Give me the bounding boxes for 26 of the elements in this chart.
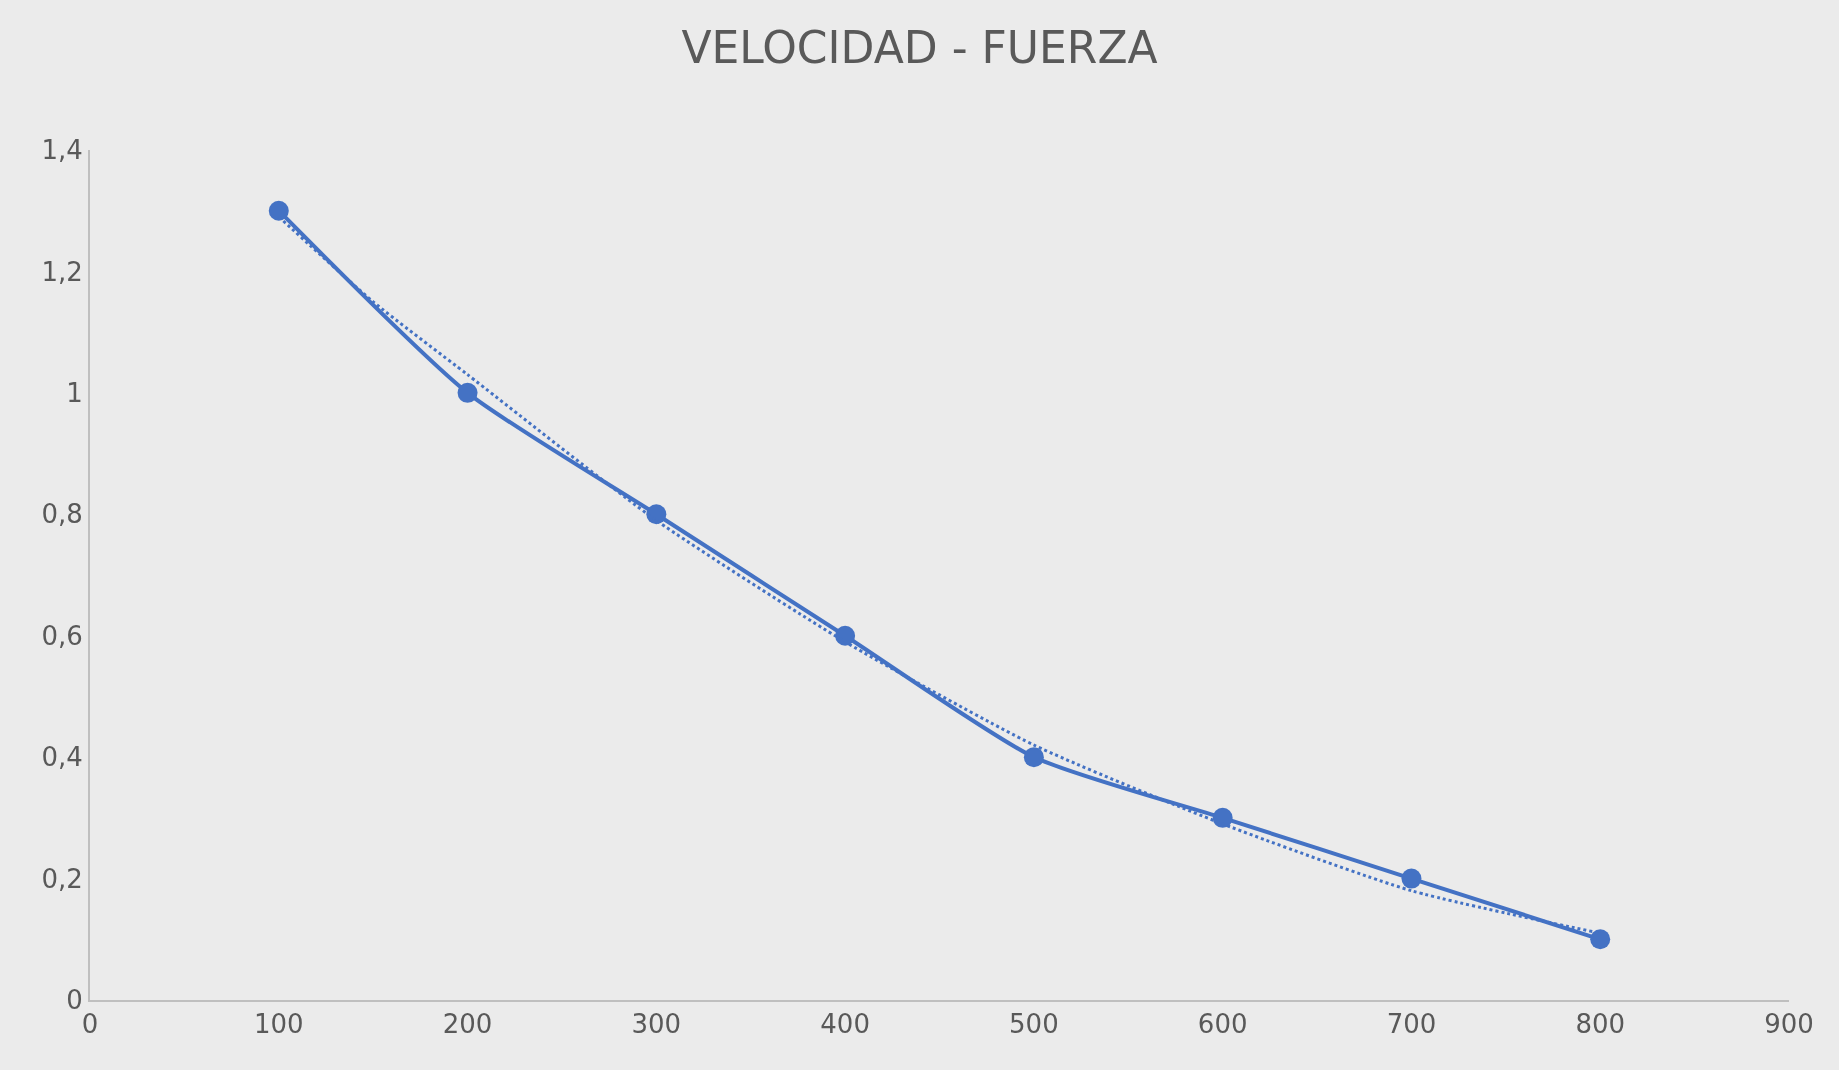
y-tick-label: 0,6 (41, 620, 83, 651)
y-tick-label: 0,4 (41, 742, 83, 773)
x-tick-label: 700 (1386, 1009, 1437, 1040)
y-tick-label: 1,4 (41, 135, 83, 166)
x-tick-label: 200 (442, 1009, 493, 1040)
x-tick-label: 300 (631, 1009, 682, 1040)
x-tick-label: 400 (820, 1009, 870, 1040)
x-tick-label: 100 (253, 1009, 304, 1040)
x-tick-label: 800 (1575, 1009, 1626, 1040)
y-tick-label: 1 (66, 377, 83, 408)
y-tick-label: 1,2 (41, 256, 83, 287)
y-tick-label: 0,2 (41, 863, 83, 894)
point (1212, 807, 1233, 828)
point (268, 200, 289, 221)
point (1023, 747, 1044, 768)
x-tick-label: 600 (1197, 1009, 1248, 1040)
x-tick-label: 500 (1009, 1009, 1059, 1040)
point (835, 625, 856, 646)
chart-title: VELOCIDAD - FUERZA (681, 21, 1158, 73)
point (1401, 868, 1422, 889)
y-tick-label: 0 (66, 985, 83, 1016)
y-tick-label: 0,8 (41, 499, 83, 530)
point (457, 382, 478, 403)
point (1590, 929, 1611, 950)
point (646, 504, 667, 525)
x-tick-label: 900 (1764, 1009, 1814, 1040)
